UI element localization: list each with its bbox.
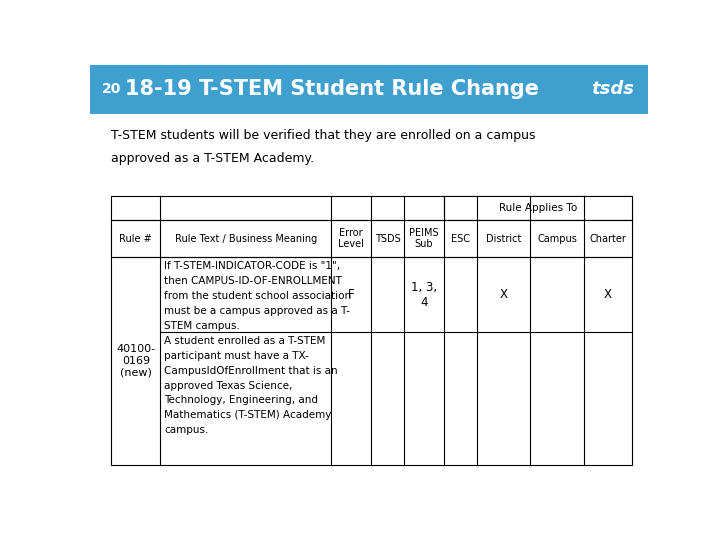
Text: TSDS: TSDS bbox=[374, 234, 400, 244]
Bar bbox=[111, 196, 632, 465]
Text: Error
Level: Error Level bbox=[338, 228, 364, 249]
Text: 18-19 T-STEM Student Rule Change: 18-19 T-STEM Student Rule Change bbox=[125, 79, 539, 99]
Text: Rule Text / Business Meaning: Rule Text / Business Meaning bbox=[175, 234, 317, 244]
Text: X: X bbox=[604, 288, 612, 301]
Text: X: X bbox=[500, 288, 508, 301]
Text: 20: 20 bbox=[102, 82, 122, 96]
Text: A student enrolled as a T-STEM
participant must have a TX-
CampusIdOfEnrollment : A student enrolled as a T-STEM participa… bbox=[164, 336, 338, 435]
Text: 40100-
0169
(new): 40100- 0169 (new) bbox=[116, 345, 156, 377]
Text: T-STEM students will be verified that they are enrolled on a campus: T-STEM students will be verified that th… bbox=[111, 129, 536, 142]
Text: If T-STEM-INDICATOR-CODE is "1",
then CAMPUS-ID-OF-ENROLLMENT
from the student s: If T-STEM-INDICATOR-CODE is "1", then CA… bbox=[164, 261, 351, 330]
Text: Charter: Charter bbox=[590, 234, 626, 244]
FancyBboxPatch shape bbox=[90, 65, 648, 114]
Text: ESC: ESC bbox=[451, 234, 470, 244]
Text: approved as a T-STEM Academy.: approved as a T-STEM Academy. bbox=[111, 152, 315, 165]
Text: 1, 3,
4: 1, 3, 4 bbox=[411, 281, 437, 309]
Text: F: F bbox=[348, 288, 354, 301]
Bar bbox=[444, 196, 632, 220]
Text: tsds: tsds bbox=[591, 80, 634, 98]
Bar bbox=[111, 220, 632, 258]
Text: Campus: Campus bbox=[537, 234, 577, 244]
Text: PEIMS
Sub: PEIMS Sub bbox=[409, 228, 438, 249]
Text: Rule Applies To: Rule Applies To bbox=[499, 203, 577, 213]
Text: District: District bbox=[486, 234, 521, 244]
Text: Rule #: Rule # bbox=[120, 234, 152, 244]
